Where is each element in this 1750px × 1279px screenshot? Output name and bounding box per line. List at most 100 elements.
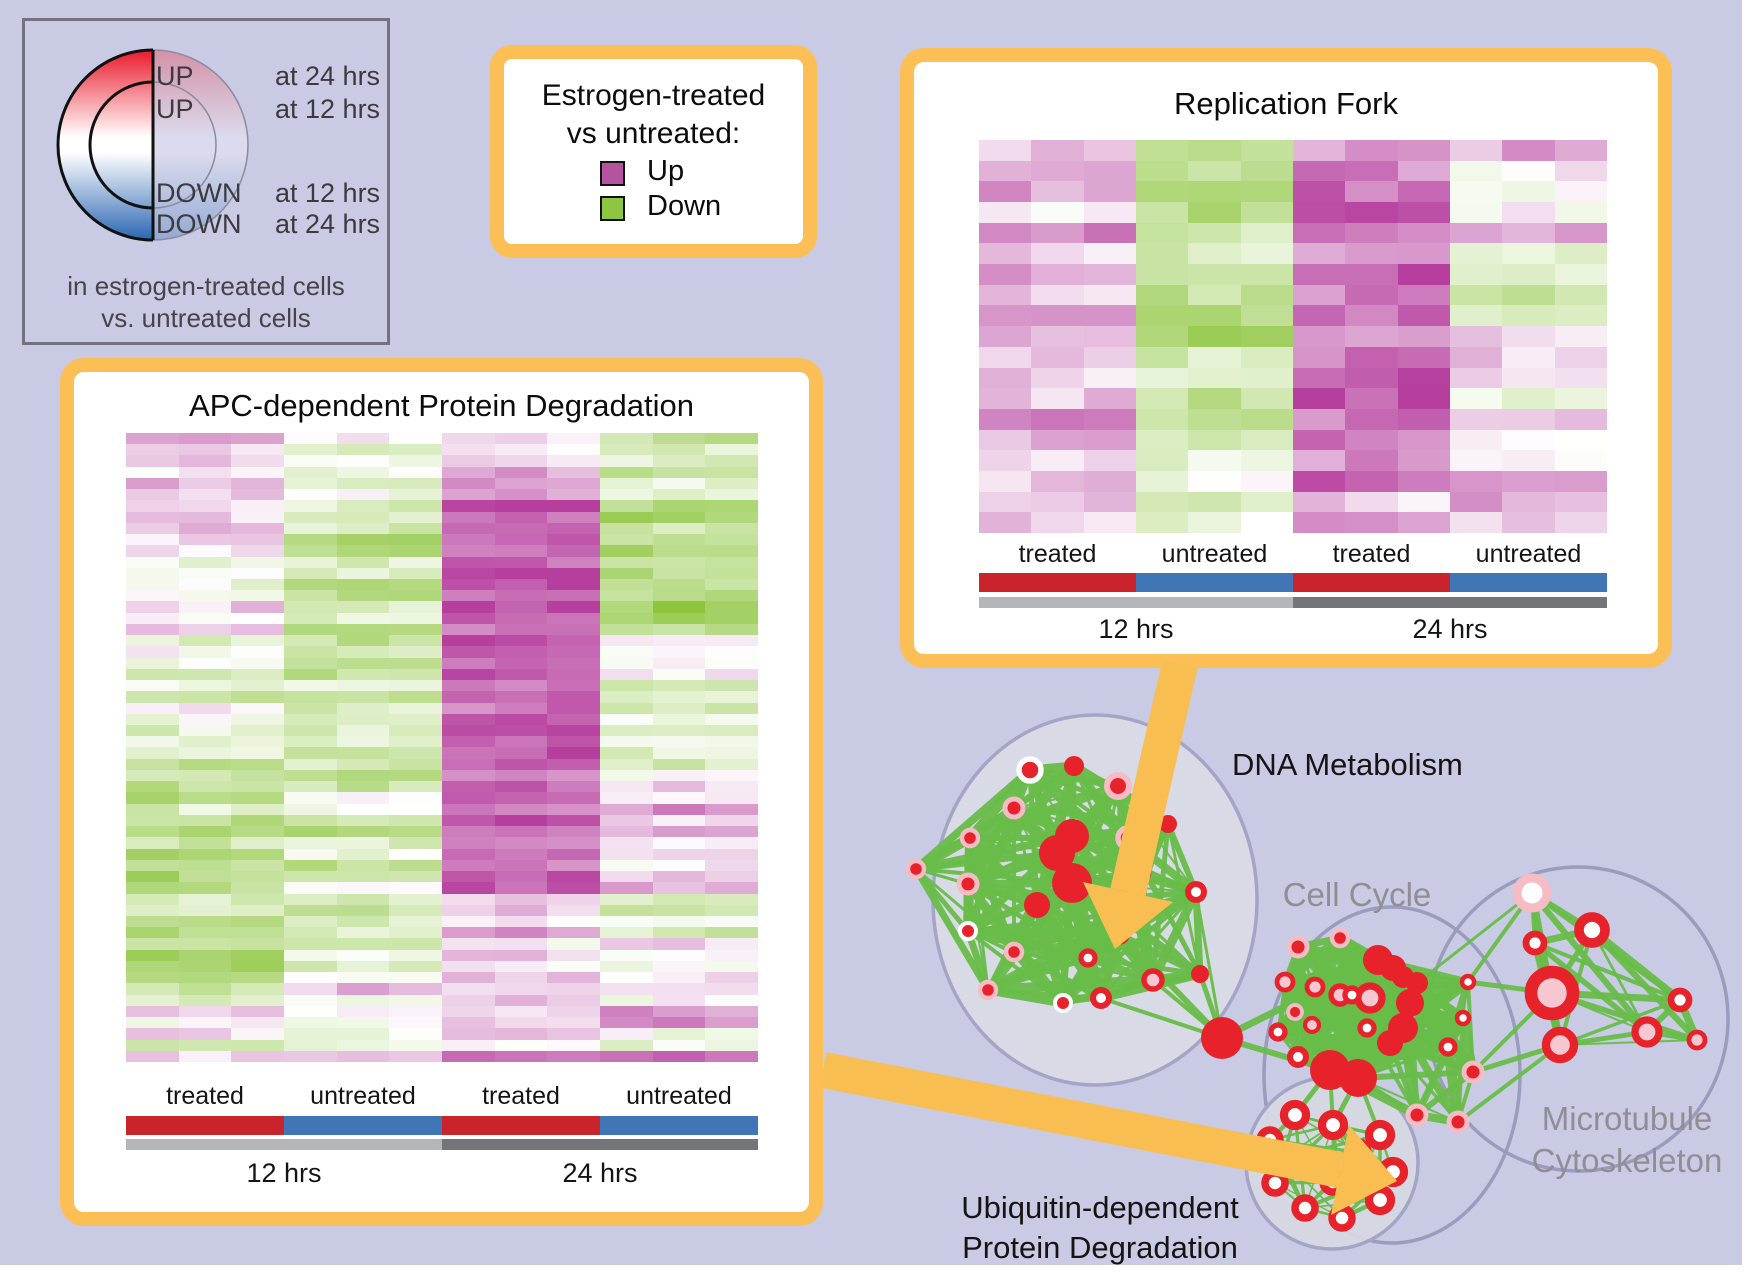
heatmap-cell xyxy=(979,181,1032,203)
heatmap-cell xyxy=(178,691,232,703)
heatmap-cell xyxy=(389,859,442,872)
network-node xyxy=(1090,987,1112,1009)
heatmap-cell xyxy=(284,1039,337,1051)
heatmap-cell xyxy=(284,1050,337,1062)
network-edge xyxy=(965,806,1017,933)
heatmap-cell xyxy=(494,522,548,535)
heatmap-cell xyxy=(1188,512,1241,533)
heatmap-cell xyxy=(178,545,232,557)
heatmap-cell xyxy=(336,466,390,478)
heatmap-cell xyxy=(494,1039,548,1051)
heatmap-cell xyxy=(1502,367,1555,389)
heatmap-cell xyxy=(126,590,179,602)
heatmap-cell xyxy=(336,1017,390,1029)
heatmap-cell xyxy=(600,1005,653,1018)
heatmap-cell xyxy=(336,556,390,568)
heatmap-cell xyxy=(231,1039,284,1051)
network-edge xyxy=(912,867,992,992)
network-node xyxy=(1078,948,1098,968)
heatmap-cell xyxy=(494,893,548,905)
network-node xyxy=(1003,941,1025,963)
heatmap-cell xyxy=(652,781,706,793)
heatmap-cell xyxy=(178,612,232,624)
heatmap-cell xyxy=(284,769,337,782)
heatmap-cell xyxy=(1135,408,1189,430)
network-node xyxy=(1191,965,1209,983)
heatmap-cell xyxy=(231,668,284,681)
heatmap-cell xyxy=(494,691,548,703)
heatmap-cell xyxy=(1135,140,1189,161)
heatmap-cell xyxy=(1083,243,1136,265)
heatmap-cell xyxy=(494,567,548,580)
heatmap-cell xyxy=(494,803,548,815)
network-node xyxy=(1024,892,1050,918)
heatmap-cell xyxy=(1345,326,1398,347)
heatmap-cell xyxy=(442,1039,495,1051)
heatmap-cell xyxy=(600,590,653,602)
heatmap-cell xyxy=(178,781,232,793)
heatmap-cell xyxy=(178,455,232,467)
heatmap-cell xyxy=(547,1039,600,1051)
heatmap-cell xyxy=(705,612,758,624)
heatmap-cell xyxy=(284,983,337,995)
heatmap-cell xyxy=(178,983,232,995)
heatmap-cell xyxy=(547,826,600,838)
heatmap-cell xyxy=(652,927,706,939)
heatmap-cell xyxy=(494,960,548,973)
heatmap-cell xyxy=(1397,181,1450,203)
heatmap-cell xyxy=(178,736,232,748)
heatmap-cell xyxy=(284,713,337,726)
heatmap-cell xyxy=(284,725,337,737)
heatmap-cell xyxy=(600,904,653,916)
heatmap-cell xyxy=(178,927,232,939)
heatmap-cell xyxy=(705,477,758,490)
heatmap-cell xyxy=(705,983,758,995)
heatmap-cell xyxy=(336,444,390,456)
network-node xyxy=(1364,1119,1396,1151)
heatmap-cell xyxy=(1188,264,1241,285)
heatmap-cell xyxy=(547,960,600,973)
heatmap-cell xyxy=(600,635,653,647)
heatmap-cell xyxy=(126,1017,179,1029)
heatmap-cell xyxy=(1449,202,1503,223)
heatmap-cell xyxy=(389,444,442,456)
heatmap-cell xyxy=(652,691,706,703)
network-node xyxy=(1141,968,1165,992)
ring-caption-line2: vs. untreated cells xyxy=(101,303,311,333)
outer-ring-left-arc xyxy=(56,48,154,242)
heatmap-cell xyxy=(1397,160,1450,182)
heatmap-cell xyxy=(389,579,442,591)
heatmap-cell xyxy=(284,635,337,647)
heatmap-cell xyxy=(389,668,442,681)
heatmap-cell xyxy=(126,915,179,928)
heatmap-cell xyxy=(705,635,758,647)
heatmap-cell xyxy=(178,1028,232,1040)
heatmap-cell xyxy=(442,668,495,681)
heatmap-cell xyxy=(1135,367,1189,389)
heatmap-cell xyxy=(547,814,600,827)
heatmap-cell xyxy=(389,848,442,860)
heatmap-cell xyxy=(389,590,442,602)
heatmap-cell xyxy=(336,455,390,467)
heatmap-cell xyxy=(705,623,758,636)
heatmap-cell xyxy=(231,994,284,1006)
heatmap-cell xyxy=(231,466,284,478)
network-node xyxy=(1406,972,1428,994)
network-node xyxy=(1446,1110,1470,1134)
time-label-12hrs: 12 hrs xyxy=(1098,614,1174,644)
heatmap-cell xyxy=(600,837,653,849)
heatmap-cell xyxy=(705,1005,758,1018)
heatmap-cell xyxy=(442,556,495,568)
heatmap-cell xyxy=(1031,264,1084,285)
heatmap-cell xyxy=(284,814,337,827)
heatmap-cell xyxy=(126,567,179,580)
network-edge xyxy=(1192,891,1204,975)
heatmap-cell xyxy=(284,837,337,849)
network-node xyxy=(1185,881,1207,903)
heatmap-cell xyxy=(600,433,653,445)
heatmap-cell xyxy=(126,1039,179,1051)
heatmap-cell xyxy=(705,590,758,602)
heatmap-cell xyxy=(494,848,548,860)
heatmap-cell xyxy=(494,477,548,490)
heatmap-cell xyxy=(1240,450,1293,471)
